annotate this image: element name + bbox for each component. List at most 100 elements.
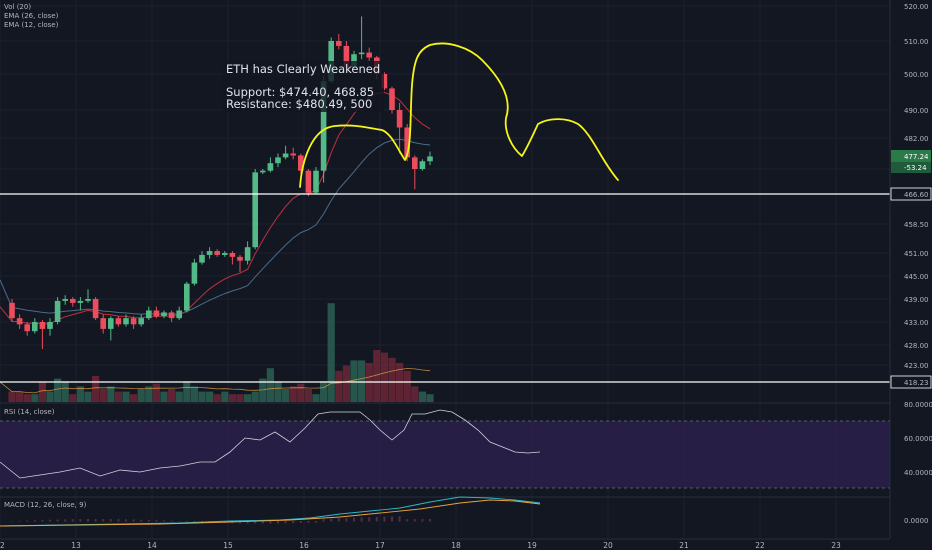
annotation-box[interactable]: ETH has Clearly Weakened Support: $474.4…	[222, 61, 385, 112]
candle-body	[290, 153, 296, 156]
rsi-tick-label: 80.0000	[904, 401, 932, 409]
volume-bar	[213, 394, 221, 402]
candle-body	[427, 156, 433, 162]
volume-bar	[99, 389, 107, 402]
volume-bar	[312, 394, 320, 402]
candle-body	[108, 318, 114, 329]
volume-bar	[168, 389, 176, 402]
volume-bar	[38, 381, 46, 402]
volume-bar	[388, 357, 396, 402]
price-change-label: -53.24	[904, 164, 927, 172]
volume-bar	[152, 383, 160, 402]
macd-histogram-bar	[246, 521, 249, 524]
candle-body	[222, 253, 228, 255]
macd-histogram-bar	[18, 520, 21, 522]
candle-body	[168, 312, 175, 319]
time-axis[interactable]: 12 13 14 15 16 17 18 19 20 21 22 23	[0, 541, 841, 550]
volume-bar	[16, 391, 24, 402]
candle-body	[138, 318, 144, 325]
macd-histogram-bar	[170, 520, 173, 522]
legend-ema26[interactable]: EMA (26, close)	[4, 12, 59, 20]
macd-histogram-bar	[277, 521, 279, 524]
horizontal-levels[interactable]	[0, 193, 890, 383]
candle-body	[252, 172, 258, 248]
candle-body	[54, 300, 61, 322]
candle-body	[404, 127, 410, 158]
candle-body	[381, 74, 388, 89]
volume-bar	[183, 381, 191, 402]
price-tick-label: 520.00	[904, 3, 929, 11]
level-price-box	[890, 187, 932, 201]
volume-bar	[418, 391, 426, 402]
macd-legend[interactable]: MACD (12, 26, close, 9)	[4, 501, 87, 509]
time-tick-label: 15	[223, 541, 233, 550]
candle-body	[229, 253, 236, 257]
hand-drawn-pattern[interactable]	[299, 42, 619, 188]
time-tick-label: 19	[527, 541, 537, 550]
volume-bar	[190, 386, 198, 402]
volume-bar	[282, 389, 290, 402]
rsi-tick-label: 40.0000	[904, 469, 932, 477]
price-tick-label: 428.00	[904, 342, 929, 350]
legend-ema12[interactable]: EMA (12, close)	[4, 21, 59, 29]
macd-histogram-bar	[64, 519, 67, 522]
candle-body	[206, 251, 213, 255]
macd-histogram-bar	[398, 516, 401, 522]
volume-bar	[175, 391, 183, 402]
volume-bar	[31, 394, 39, 402]
candle-body	[412, 157, 418, 169]
candle-body	[244, 247, 251, 261]
ema26-line	[0, 138, 431, 315]
volume-bar	[342, 365, 350, 402]
macd-histogram-bar	[406, 519, 409, 522]
macd-histogram-bar	[375, 516, 378, 522]
time-tick-label: 17	[375, 541, 385, 550]
macd-pane	[0, 496, 932, 540]
volume-bar	[221, 391, 229, 402]
price-tick-label: 451.00	[904, 250, 929, 258]
macd-histogram-bar	[429, 519, 431, 522]
price-tick-label: 500.00	[904, 71, 929, 79]
candle-body	[267, 163, 274, 171]
macd-histogram-bar	[360, 517, 363, 522]
macd-histogram-bar	[26, 520, 29, 522]
candle-body	[70, 299, 76, 303]
current-price-label: 477.24	[904, 153, 929, 161]
legend-vol[interactable]: Vol (20)	[4, 3, 32, 11]
macd-histogram-bar	[368, 517, 371, 522]
candle-body	[320, 81, 327, 171]
volume-bar	[380, 352, 388, 402]
candle-body	[351, 54, 357, 68]
volume-bar	[350, 360, 358, 402]
volume-bar	[92, 376, 100, 402]
candle-body	[396, 110, 403, 128]
macd-histogram-bar	[178, 521, 181, 522]
volume-bar	[274, 381, 282, 402]
price-axis[interactable]: 520.00510.00500.00490.00482.00474.00466.…	[889, 0, 932, 550]
volume-bar	[130, 394, 138, 402]
macd-histogram-bar	[79, 519, 82, 522]
rsi-legend[interactable]: RSI (14, close)	[4, 408, 55, 416]
volume-bar	[266, 368, 274, 402]
volume-bar	[327, 303, 335, 402]
macd-histogram-bar	[33, 520, 36, 522]
volume-bars	[8, 303, 434, 402]
time-tick-label: 16	[299, 541, 309, 550]
rsi-pane	[0, 402, 932, 489]
main-legend: Vol (20) EMA (26, close) EMA (12, close)	[4, 3, 58, 30]
time-tick-label: 23	[831, 541, 841, 550]
rsi-band	[0, 421, 890, 488]
macd-histogram-bar	[163, 520, 165, 522]
candle-body	[336, 41, 342, 46]
volume-bar	[289, 386, 297, 402]
candle-body	[9, 302, 15, 319]
macd-histogram-bar	[102, 519, 105, 522]
price-tick-label: 439.00	[904, 296, 929, 304]
volume-bar	[84, 391, 92, 402]
macd-histogram-bar	[391, 516, 393, 522]
time-tick-label: 21	[679, 541, 689, 550]
drawing-overlay[interactable]	[299, 42, 619, 188]
macd-histogram-bar	[41, 519, 44, 522]
